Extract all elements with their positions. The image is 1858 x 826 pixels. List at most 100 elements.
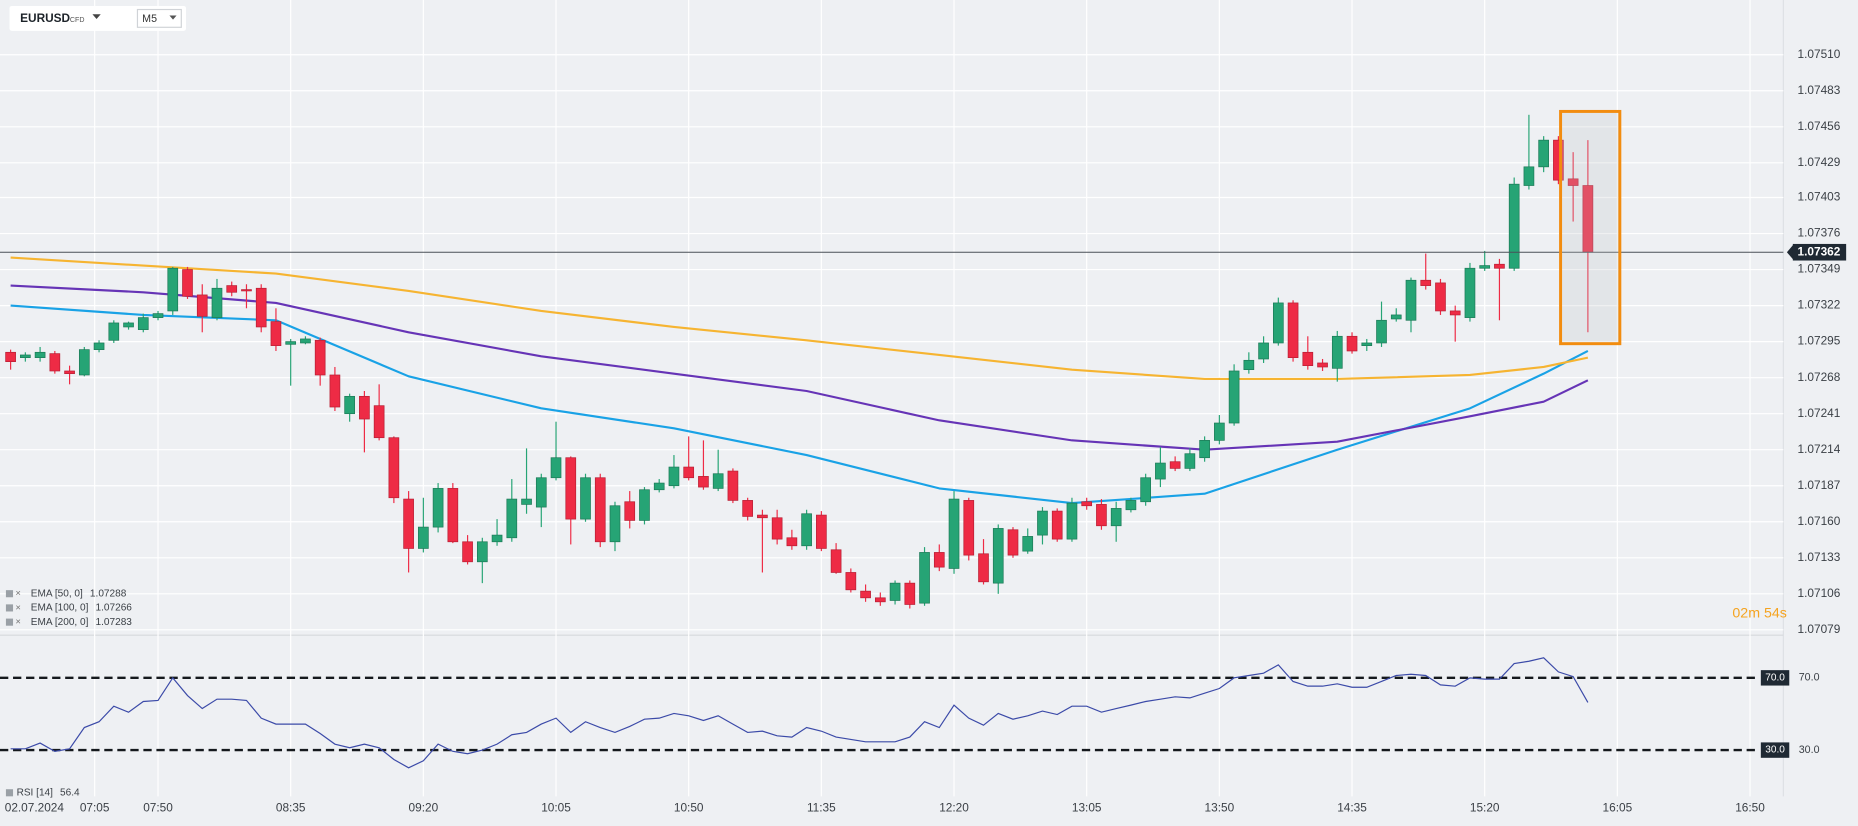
timeframe[interactable]: M5 [142,13,157,25]
candle-body [1331,335,1343,369]
timeframe-dropdown[interactable] [169,15,177,20]
y-tick-label: 1.07241 [1798,406,1841,420]
candle-body [300,338,311,344]
candle-body [34,351,46,358]
legend-name: EMA [200, 0] [31,617,89,628]
candle-body [1508,183,1520,269]
candle-body [1302,351,1314,367]
candle-body [1199,440,1210,459]
last-price-pointer [1786,243,1795,261]
candle-body [476,541,488,563]
candle-body [1376,319,1387,344]
y-tick-label: 1.07295 [1798,334,1841,348]
candle-body [1435,282,1446,312]
y-tick-label: 1.07403 [1798,190,1841,204]
ema-line [10,256,1589,381]
candle-body [1243,359,1255,371]
candle-body [963,500,975,556]
candle-body [1096,504,1107,527]
x-tick-label: 16:50 [1735,800,1765,814]
y-tick-label: 70.0 [1799,672,1820,684]
candle-body [594,477,606,543]
candle-body [786,537,798,547]
candle-body [1228,370,1240,424]
x-tick-label: 16:05 [1603,800,1633,814]
level-box-label: 30.0 [1765,745,1785,756]
candle-body [1169,461,1181,469]
y-tick-label: 1.07079 [1798,622,1841,636]
level-box [1760,670,1790,686]
candle-body [874,597,886,603]
candle-body [226,285,238,293]
x-tick-label: 10:50 [674,800,704,814]
toolbar: EURUSD CFD M5 [9,5,187,31]
candle-body [167,267,179,312]
candle-body [816,514,827,549]
y-tick-label: 1.07510 [1798,47,1841,61]
candle-body [1258,342,1269,360]
y-tick-label: 1.07187 [1798,478,1841,492]
y-tick-label: 1.07349 [1798,262,1841,276]
candle-body [64,370,75,375]
grid [0,0,1784,797]
x-tick-label: 09:20 [409,800,439,814]
candle-body [609,505,621,543]
candle-body [801,513,812,547]
x-tick-label: 15:20 [1470,800,1500,814]
legend-name: EMA [50, 0] [31,588,83,599]
candle-body [1037,510,1048,536]
legend-icon [5,590,14,598]
candle-body [1346,335,1358,352]
legend-icon [5,789,14,797]
legend-value: 1.07266 [96,603,133,614]
candle-body [860,590,871,599]
x-tick-label: 12:20 [939,800,969,814]
candle-body [255,287,267,328]
candle-body [1553,139,1564,181]
legend-value: 56.4 [60,787,80,798]
candle-body [329,374,341,408]
candle-body [344,395,355,415]
candle-body [1051,510,1063,540]
level-box [1760,742,1790,758]
candle-body [5,351,16,362]
candle-body [1184,453,1196,469]
candle-body [668,466,680,487]
candle-body [49,353,61,372]
candle-body [521,498,532,505]
candle-body [462,541,473,563]
labels: 07:05 07:50 08:35 09:20 10:05 10:50 11:35 12:20… [5,47,1847,814]
candle-body [1272,302,1284,344]
candle-body [1287,302,1299,358]
candle-body [712,473,724,489]
candle-body [830,549,842,573]
candle-body [506,498,518,539]
legend-icon [5,618,14,626]
candle-body [1567,178,1579,186]
candle-body [580,477,591,520]
candle-body [137,317,149,330]
symbol[interactable]: EURUSD [20,11,70,25]
y-tick-label: 1.07160 [1798,514,1841,528]
candle-body [1155,462,1166,480]
candle-body [241,289,252,292]
candle-body [727,470,739,501]
legend-name: EMA [100, 0] [31,603,89,614]
candle-body [270,321,282,346]
symbol-dropdown[interactable] [92,14,101,20]
timeframe-box[interactable] [136,8,182,28]
candle-body [1007,529,1019,556]
candle-body [653,482,665,491]
candle-body [1081,501,1093,507]
candle-body [1066,502,1078,540]
y-tick-label: 1.07483 [1798,83,1841,97]
candle-body [535,477,547,508]
x-tick-label: 07:50 [143,800,173,814]
candle-body [1390,314,1402,320]
candle-body [698,476,709,488]
level-box-label: 70.0 [1765,673,1785,684]
legend-close: × [15,602,21,613]
